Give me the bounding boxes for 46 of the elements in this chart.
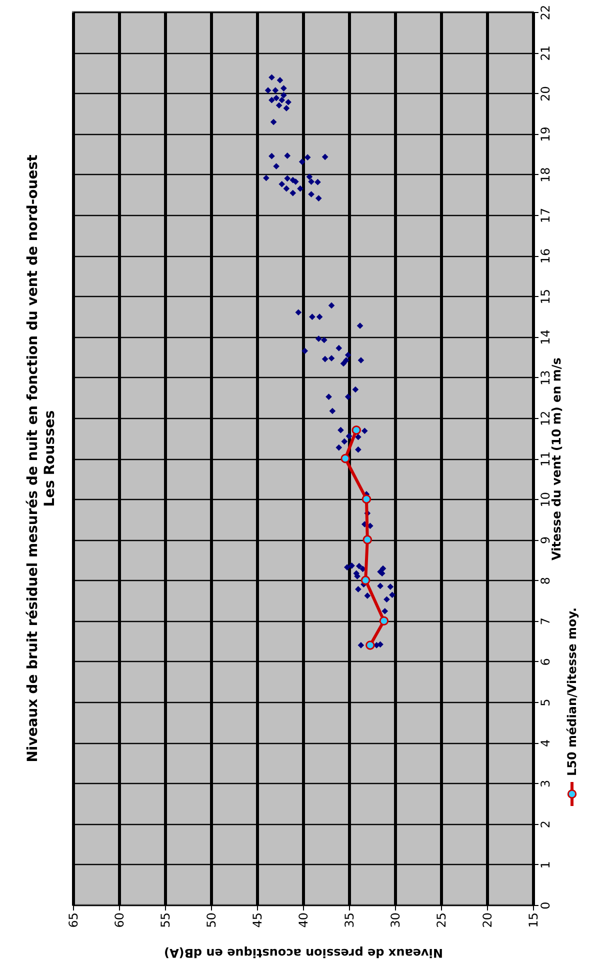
- point: [362, 535, 372, 544]
- y-tick-label: 10: [538, 492, 552, 508]
- text: L50 médian/Vitesse moy.: [565, 607, 579, 776]
- y-tick-label: 6: [538, 658, 552, 666]
- point: [366, 640, 375, 650]
- y-tick-label: 0: [538, 902, 552, 910]
- y-tick-label: 19: [538, 126, 552, 142]
- y-tick-label: 15: [538, 288, 552, 304]
- x-tick-label: 60: [112, 912, 126, 928]
- point: [360, 576, 370, 585]
- point: [352, 425, 361, 435]
- y-tick-label: 18: [538, 167, 552, 183]
- x-tick-label: 25: [434, 912, 448, 928]
- y-tick-label: 20: [538, 86, 552, 102]
- y-tick-label: 12: [538, 410, 552, 426]
- y-tick-label: 9: [538, 536, 552, 544]
- point: [362, 494, 372, 504]
- x-axis-title: Niveaux de pression acoustique en dB(A): [164, 946, 443, 960]
- x-tick-label: 20: [480, 912, 494, 928]
- y-tick-label: 1: [538, 861, 552, 869]
- text: Niveaux de bruit résiduel mesurés de nuit en fonction du vent de nord-ouest: [25, 154, 41, 762]
- y-axis-title: Vitesse du vent (10 m) en m/s: [550, 358, 564, 560]
- x-tick-label: 45: [250, 912, 264, 928]
- text: Les Rousses: [42, 410, 58, 507]
- x-tick-label: 50: [204, 912, 218, 928]
- y-tick-label: 4: [538, 739, 552, 747]
- x-tick-label: 30: [388, 912, 402, 928]
- point: [379, 616, 389, 626]
- x-tick-label: 40: [296, 912, 310, 928]
- x-tick-label: 55: [158, 912, 172, 928]
- x-tick-label: 35: [342, 912, 356, 928]
- y-tick-label: 13: [538, 370, 552, 386]
- y-tick-label: 8: [538, 576, 552, 585]
- y-tick-label: 14: [538, 330, 552, 345]
- x-tick-label: 15: [526, 912, 540, 928]
- y-tick-label: 3: [538, 780, 552, 788]
- y-tick-label: 7: [538, 618, 552, 626]
- y-tick-label: 17: [538, 208, 552, 224]
- y-tick-label: 2: [538, 820, 552, 828]
- x-tick-label: 65: [66, 912, 80, 928]
- y-tick-label: 5: [538, 698, 552, 706]
- y-tick-label: 22: [538, 4, 552, 20]
- point: [340, 454, 350, 464]
- y-tick-label: 21: [538, 45, 552, 61]
- y-tick-label: 11: [538, 451, 552, 467]
- y-tick-label: 16: [538, 248, 552, 264]
